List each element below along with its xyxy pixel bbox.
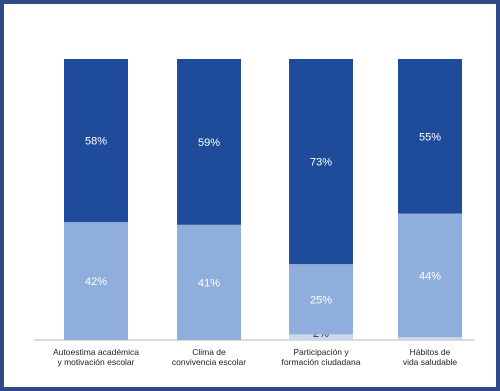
category-label: formación ciudadana (282, 357, 361, 367)
category-label: Clima de (192, 347, 226, 357)
category-label: convivencia escolar (172, 357, 246, 367)
data-label: 55% (419, 131, 441, 143)
bar-segment (177, 59, 241, 225)
bar-segment (177, 224, 241, 340)
data-label: 59% (198, 137, 220, 149)
bar-segment (289, 334, 353, 340)
bar-segment (289, 59, 353, 265)
category-label: Hábitos de (410, 347, 451, 357)
bar-segment (398, 337, 462, 340)
data-label: 58% (85, 135, 107, 147)
data-label: 41% (198, 277, 220, 289)
data-label: 73% (310, 157, 332, 169)
bar-segment (289, 264, 353, 335)
bar-segment (398, 59, 462, 214)
data-label: 42% (85, 276, 107, 288)
bar-segment (398, 213, 462, 338)
data-label: 44% (419, 270, 441, 282)
data-label: 25% (310, 294, 332, 306)
bar-segment (64, 59, 128, 222)
category-label: Autoestima académica (53, 347, 139, 357)
category-label: vida saludable (403, 357, 458, 367)
bar-segment (64, 221, 128, 340)
category-label: y motivación escolar (57, 357, 134, 367)
category-label: Participación y (293, 347, 349, 357)
